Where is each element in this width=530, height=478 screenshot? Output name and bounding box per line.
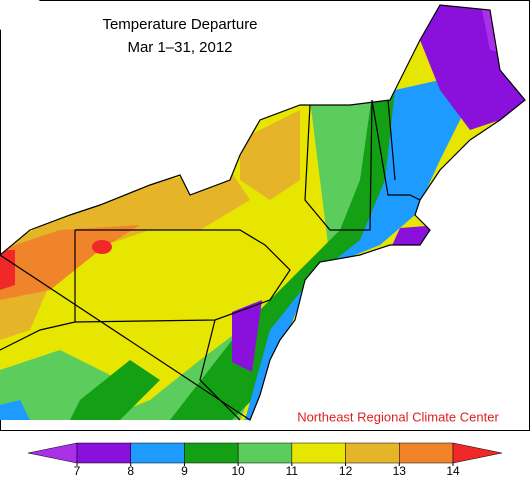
legend-tick-label: 12 [339, 464, 353, 478]
legend-tick-label: 11 [286, 464, 299, 478]
legend-tick-label: 10 [231, 464, 245, 478]
canada [0, 0, 40, 30]
legend-bin [291, 442, 346, 464]
map-title: Temperature Departure [102, 16, 257, 33]
legend-high-arrow [452, 442, 503, 464]
legend-bin [130, 442, 185, 464]
legend-bin [76, 442, 131, 464]
legend-tick-label: 7 [74, 464, 81, 478]
state-borders [0, 4, 526, 421]
map-subtitle: Mar 1–31, 2012 [127, 39, 232, 56]
legend-tick-label: 13 [393, 464, 407, 478]
credit: Northeast Regional Climate Center [297, 409, 499, 424]
color-legend: 7 8 9 10 11 12 13 14 [27, 442, 503, 478]
legend-tick-label: 9 [181, 464, 188, 478]
legend-tick-label: 14 [446, 464, 460, 478]
legend-bin [399, 442, 454, 464]
legend-tick-label: 8 [127, 464, 134, 478]
legend-bin [345, 442, 400, 464]
legend-low-arrow [27, 442, 78, 464]
legend-bin [184, 442, 239, 464]
legend-bin [237, 442, 293, 464]
